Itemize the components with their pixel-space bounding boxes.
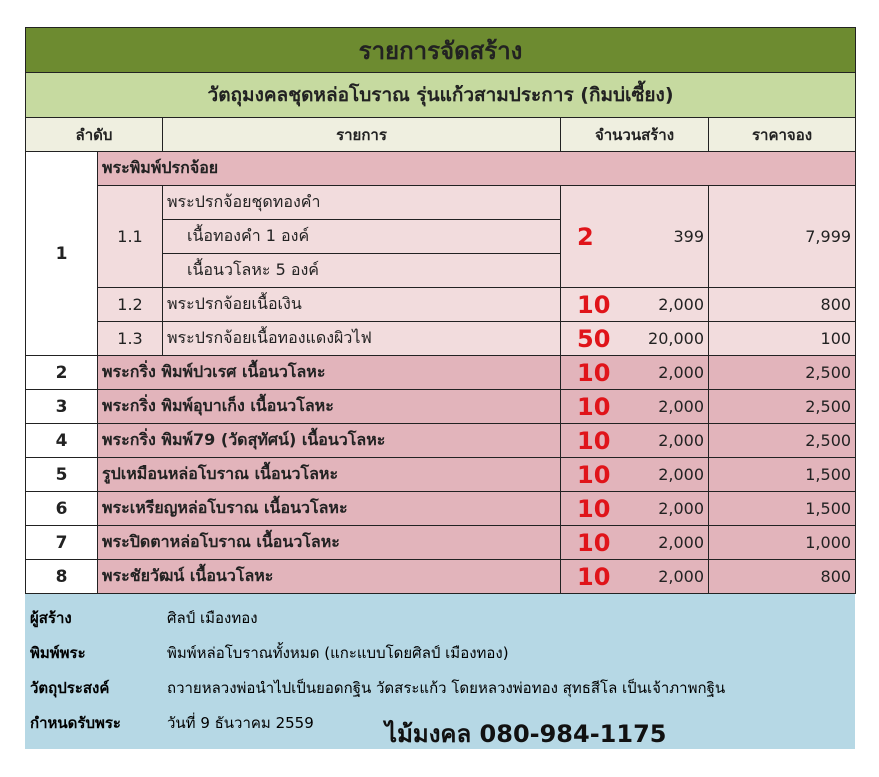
price-cell: 2,500	[707, 389, 857, 424]
item-name: เนื้อทองคำ 1 องค์	[162, 219, 561, 254]
sub-number: 1.3	[97, 321, 163, 356]
highlight-count: 10	[577, 358, 611, 387]
footer-label: ผู้สร้าง	[30, 609, 72, 627]
sub-row: 1.2 พระปรกจ้อยเนื้อเงิน 10 2,000 800	[26, 287, 857, 322]
price-cell: 800	[707, 287, 857, 322]
footer-label: วัตถุประสงค์	[30, 679, 110, 697]
row-number: 1	[25, 151, 98, 356]
item-name: พระปรกจ้อยชุดทองคำ	[162, 185, 561, 220]
quantity-value: 2,000	[658, 499, 704, 518]
highlight-count: 10	[577, 290, 611, 319]
document-subtitle: วัตถุมงคลชุดหล่อโบราณ รุ่นแก้วสามประการ …	[24, 72, 857, 118]
quantity-value: 2,000	[658, 295, 704, 314]
footer-row: พิมพ์พระ พิมพ์หล่อโบราณทั้งหมด (แกะแบบโดย…	[30, 641, 509, 665]
price-cell: 1,000	[707, 525, 857, 560]
quantity-value: 2,000	[658, 567, 704, 586]
row-number: 4	[25, 423, 98, 458]
price-cell: 1,500	[707, 457, 857, 492]
quantity-value: 2,000	[658, 533, 704, 552]
table-row: 4 พระกริ่ง พิมพ์79 (วัดสุทัศน์) เนื้อนวโล…	[25, 423, 857, 458]
item-name: รูปเหมือนหล่อโบราณ เนื้อนวโลหะ	[97, 457, 561, 492]
header-price: ราคาจอง	[707, 117, 857, 152]
quantity-cell: 10 2,000	[560, 525, 709, 560]
item-name: พระเหรียญหล่อโบราณ เนื้อนวโลหะ	[97, 491, 561, 526]
item-name: พระชัยวัฒน์ เนื้อนวโลหะ	[97, 559, 561, 594]
quantity-value: 2,000	[658, 397, 704, 416]
footer-info: ไม้มงคล 080-984-1175 ผู้สร้าง ศิลป์ เมือง…	[25, 594, 855, 749]
table-row: 2 พระกริ่ง พิมพ์ปวเรศ เนื้อนวโลหะ 10 2,000 2…	[25, 355, 857, 390]
highlight-count: 10	[577, 562, 611, 591]
item-name: พระปรกจ้อยเนื้อทองแดงผิวไฟ	[162, 321, 561, 356]
highlight-count: 10	[577, 528, 611, 557]
order-document: รายการจัดสร้าง วัตถุมงคลชุดหล่อโบราณ รุ่…	[24, 27, 857, 749]
quantity-cell: 10 2,000	[560, 457, 709, 492]
row-number: 3	[25, 389, 98, 424]
row-number: 8	[25, 559, 98, 594]
quantity-cell: 10 2,000	[560, 355, 709, 390]
quantity-cell: 2 399	[560, 185, 709, 288]
item-table: รายการจัดสร้าง วัตถุมงคลชุดหล่อโบราณ รุ่…	[24, 27, 857, 594]
header-no: ลำดับ	[25, 117, 163, 152]
highlight-count: 2	[577, 222, 594, 251]
sub-number: 1.1	[97, 185, 163, 288]
price-cell: 2,500	[707, 355, 857, 390]
highlight-count: 10	[577, 426, 611, 455]
table-row: 3 พระกริ่ง พิมพ์อุบาเก็ง เนื้อนวโลหะ 10 2,0…	[25, 389, 857, 424]
footer-row: วัตถุประสงค์ ถวายหลวงพ่อนำไปเป็นยอดกฐิน ว…	[30, 676, 725, 700]
row-number: 5	[25, 457, 98, 492]
row-number: 7	[25, 525, 98, 560]
item-name: พระปรกจ้อยเนื้อเงิน	[162, 287, 561, 322]
document-title: รายการจัดสร้าง	[24, 27, 857, 73]
sub-row: 1.1 พระปรกจ้อยชุดทองคำ 2 399 7,999	[26, 185, 857, 288]
sub-row: 1.3 พระปรกจ้อยเนื้อทองแดงผิวไฟ 50 20,000 100	[26, 321, 857, 356]
sub-number: 1.2	[97, 287, 163, 322]
footer-value: วันที่ 9 ธันวาคม 2559	[167, 714, 314, 732]
contact-phone: ไม้มงคล 080-984-1175	[385, 720, 667, 748]
quantity-value: 399	[673, 227, 704, 246]
price-cell: 1,500	[707, 491, 857, 526]
footer-value: ศิลป์ เมืองทอง	[167, 609, 258, 627]
price-cell: 2,500	[707, 423, 857, 458]
highlight-count: 10	[577, 460, 611, 489]
table-row: 7 พระปิดตาหล่อโบราณ เนื้อนวโลหะ 10 2,000 1,0…	[25, 525, 857, 560]
quantity-cell: 10 2,000	[560, 389, 709, 424]
quantity-value: 2,000	[658, 363, 704, 382]
quantity-cell: 50 20,000	[560, 321, 709, 356]
price-cell: 800	[707, 559, 857, 594]
quantity-value: 20,000	[648, 329, 704, 348]
item-name: พระปิดตาหล่อโบราณ เนื้อนวโลหะ	[97, 525, 561, 560]
quantity-cell: 10 2,000	[560, 423, 709, 458]
item-name: พระกริ่ง พิมพ์79 (วัดสุทัศน์) เนื้อนวโลห…	[97, 423, 561, 458]
item-name: พระกริ่ง พิมพ์ปวเรศ เนื้อนวโลหะ	[97, 355, 561, 390]
footer-value: พิมพ์หล่อโบราณทั้งหมด (แกะแบบโดยศิลป์ เม…	[167, 644, 509, 662]
group-name: พระพิมพ์ปรกจ้อย	[96, 151, 857, 186]
table-row: 6 พระเหรียญหล่อโบราณ เนื้อนวโลหะ 10 2,000 1,…	[25, 491, 857, 526]
row-number: 2	[25, 355, 98, 390]
price-cell: 100	[707, 321, 857, 356]
row-number: 6	[25, 491, 98, 526]
item-name: เนื้อนวโลหะ 5 องค์	[162, 253, 561, 288]
table-row: 8 พระชัยวัฒน์ เนื้อนวโลหะ 10 2,000 800	[25, 559, 857, 594]
highlight-count: 50	[577, 324, 611, 353]
quantity-value: 2,000	[658, 431, 704, 450]
footer-row: ผู้สร้าง ศิลป์ เมืองทอง	[30, 606, 258, 630]
header-item: รายการ	[162, 117, 561, 152]
sub-row: เนื้อนวโลหะ 5 องค์	[26, 253, 856, 288]
quantity-value: 2,000	[658, 465, 704, 484]
highlight-count: 10	[577, 494, 611, 523]
quantity-cell: 10 2,000	[560, 287, 709, 322]
footer-value: ถวายหลวงพ่อนำไปเป็นยอดกฐิน วัดสระแก้ว โด…	[167, 679, 726, 697]
footer-row: กำหนดรับพระ วันที่ 9 ธันวาคม 2559	[30, 711, 314, 735]
table-row: 5 รูปเหมือนหล่อโบราณ เนื้อนวโลหะ 10 2,000 1,…	[25, 457, 857, 492]
highlight-count: 10	[577, 392, 611, 421]
group-row: 1 พระพิมพ์ปรกจ้อย	[25, 151, 857, 356]
quantity-cell: 10 2,000	[560, 491, 709, 526]
quantity-cell: 10 2,000	[560, 559, 709, 594]
header-qty: จำนวนสร้าง	[560, 117, 709, 152]
footer-label: กำหนดรับพระ	[30, 714, 121, 732]
footer-label: พิมพ์พระ	[30, 644, 86, 662]
item-name: พระกริ่ง พิมพ์อุบาเก็ง เนื้อนวโลหะ	[97, 389, 561, 424]
sub-row: เนื้อทองคำ 1 องค์	[26, 219, 856, 254]
price-cell: 7,999	[707, 185, 857, 288]
